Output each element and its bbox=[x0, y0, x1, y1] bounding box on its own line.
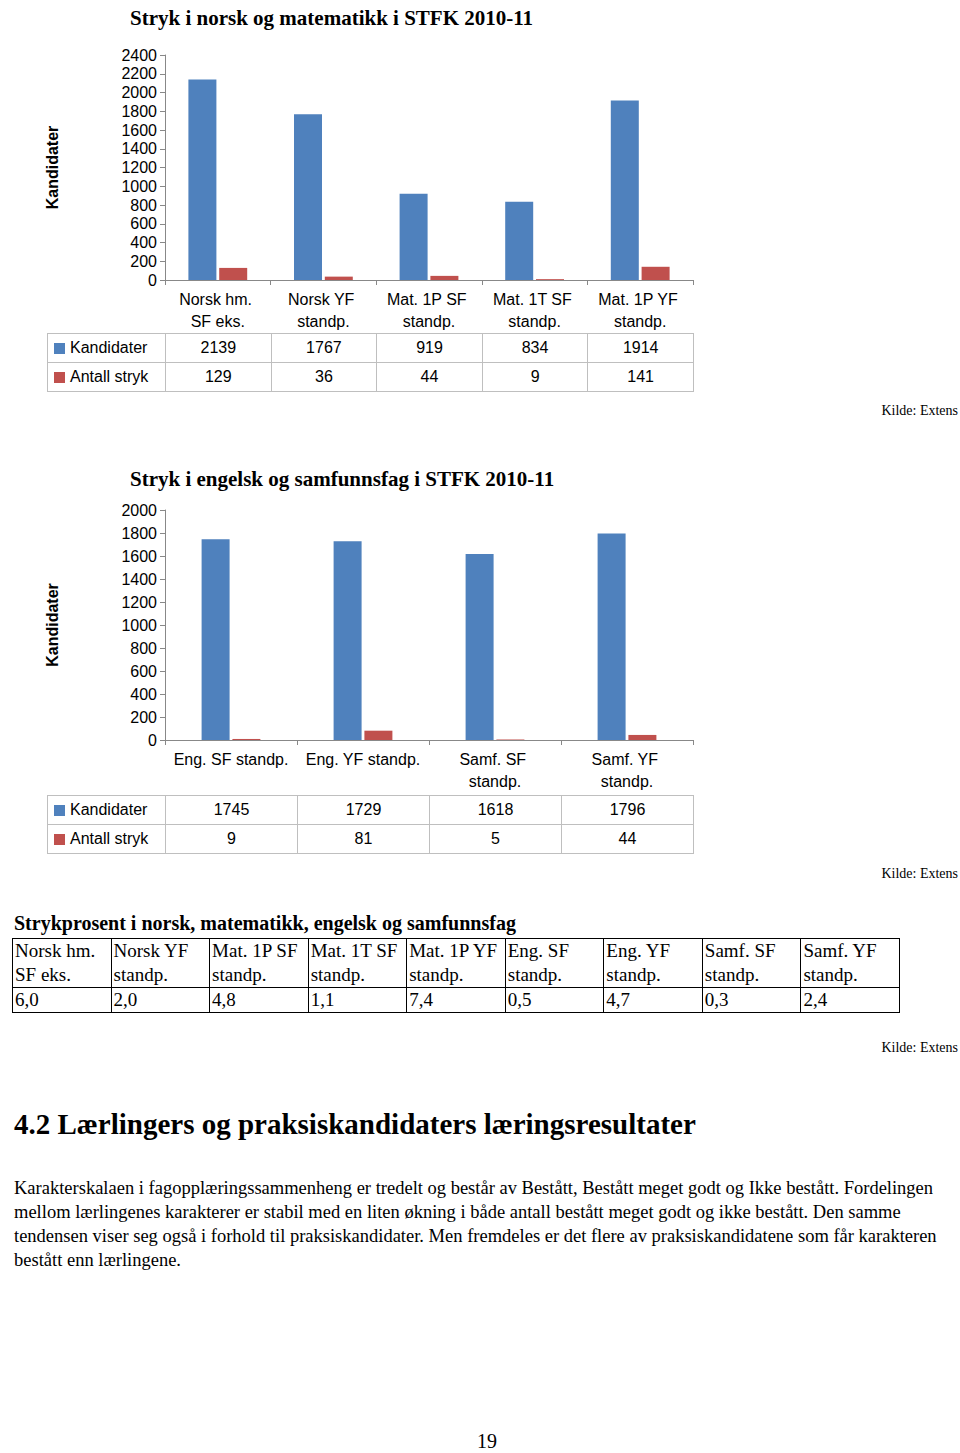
html-text:Strykprosent i norsk, matemati: Strykprosent i norsk, matematikk, engels… bbox=[14, 912, 516, 934]
html-text:Kilde: Extens: Kilde: Extens bbox=[881, 403, 958, 418]
html-text:834: 834 bbox=[521, 339, 549, 356]
html-text:1,1: 1,1 bbox=[310, 989, 335, 1010]
html-text:2,4: 2,4 bbox=[803, 989, 828, 1010]
svg-text:1600: 1600 bbox=[121, 548, 157, 565]
svg-text:Norsk YF: Norsk YF bbox=[288, 291, 359, 308]
svg-text:200: 200 bbox=[130, 253, 157, 270]
svg-text:Stryk i norsk og matematikk i: Stryk i norsk og matematikk i STFK 2010-… bbox=[130, 6, 533, 30]
svg-text:Kandidater: Kandidater bbox=[44, 126, 61, 210]
svg-text:standp.: standp. bbox=[614, 313, 666, 330]
html-text:1729: 1729 bbox=[345, 801, 382, 818]
html-text:Norsk hm. SF eks.: Norsk hm. SF eks. bbox=[15, 940, 96, 985]
svg-text:200: 200 bbox=[130, 709, 157, 726]
html-text:19: 19 bbox=[477, 1430, 497, 1452]
html-text:7,4: 7,4 bbox=[409, 989, 433, 1010]
svg-text:1200: 1200 bbox=[121, 594, 157, 611]
svg-text:800: 800 bbox=[130, 197, 157, 214]
html-text:1914: 1914 bbox=[622, 339, 659, 356]
html-text:44: 44 bbox=[420, 368, 439, 385]
html-text:Eng. SF standp.: Eng. SF standp. bbox=[507, 940, 569, 985]
svg-text:standp.: standp. bbox=[403, 313, 455, 330]
html-text:Mat. 1P SF standp.: Mat. 1P SF standp. bbox=[212, 940, 298, 985]
svg-text:SF eks.: SF eks. bbox=[191, 313, 245, 330]
svg-text:Norsk hm.: Norsk hm. bbox=[179, 291, 256, 308]
html-text:Samf. SF standp.: Samf. SF standp. bbox=[704, 940, 776, 985]
svg-text:standp.: standp. bbox=[508, 313, 560, 330]
svg-text:1400: 1400 bbox=[121, 140, 157, 157]
html-text:44: 44 bbox=[618, 830, 637, 847]
html-text:Mat. 1P YF standp.: Mat. 1P YF standp. bbox=[409, 940, 497, 985]
html-text:4,7: 4,7 bbox=[606, 989, 630, 1010]
html-text:Kandidater: Kandidater bbox=[70, 339, 148, 356]
svg-text:1200: 1200 bbox=[121, 159, 157, 176]
html-text:Norsk YF standp.: Norsk YF standp. bbox=[113, 940, 189, 985]
svg-text:600: 600 bbox=[130, 215, 157, 232]
svg-text:1000: 1000 bbox=[121, 617, 157, 634]
html-text:Eng. YF standp.: Eng. YF standp. bbox=[606, 940, 670, 985]
svg-text:Mat. 1P SF: Mat. 1P SF bbox=[387, 291, 471, 308]
svg-text:2200: 2200 bbox=[121, 65, 157, 82]
html-text:141: 141 bbox=[627, 368, 654, 385]
html-text:4.2 Lærlingers og praksiskandi: 4.2 Lærlingers og praksiskandidaters lær… bbox=[14, 1108, 696, 1140]
svg-text:1400: 1400 bbox=[121, 571, 157, 588]
html-text:0,5: 0,5 bbox=[507, 989, 532, 1010]
svg-text:Samf. YF: Samf. YF bbox=[592, 751, 663, 768]
html-text:36: 36 bbox=[315, 368, 333, 385]
svg-text:2400: 2400 bbox=[121, 47, 157, 64]
html-text:Kilde: Extens: Kilde: Extens bbox=[881, 866, 958, 881]
svg-text:Samf. SF: Samf. SF bbox=[459, 751, 530, 768]
svg-text:standp.: standp. bbox=[601, 773, 653, 790]
html-text:Antall stryk: Antall stryk bbox=[70, 830, 149, 847]
html-text:129: 129 bbox=[204, 368, 232, 385]
svg-text:600: 600 bbox=[130, 663, 157, 680]
svg-text:Mat. 1T SF: Mat. 1T SF bbox=[493, 291, 576, 308]
html-text:Mat. 1T SF standp.: Mat. 1T SF standp. bbox=[310, 940, 398, 985]
html-text:Kilde: Extens: Kilde: Extens bbox=[881, 1040, 958, 1055]
svg-text:1600: 1600 bbox=[121, 122, 157, 139]
html-text:1796: 1796 bbox=[609, 801, 646, 818]
html-text:1618: 1618 bbox=[477, 801, 514, 818]
html-text:2,0: 2,0 bbox=[113, 989, 138, 1010]
svg-text:400: 400 bbox=[130, 234, 157, 251]
html-text:9: 9 bbox=[227, 830, 236, 847]
html-text:1745: 1745 bbox=[213, 801, 250, 818]
svg-text:2000: 2000 bbox=[121, 84, 157, 101]
svg-text:1000: 1000 bbox=[121, 178, 157, 195]
html-text:2139: 2139 bbox=[200, 339, 237, 356]
svg-text:800: 800 bbox=[130, 640, 157, 657]
svg-text:standp.: standp. bbox=[297, 313, 349, 330]
svg-text:Eng. YF standp.: Eng. YF standp. bbox=[306, 751, 420, 768]
html-text:919: 919 bbox=[416, 339, 443, 356]
html-text:81: 81 bbox=[354, 830, 373, 847]
svg-text:2000: 2000 bbox=[121, 502, 157, 519]
svg-text:1800: 1800 bbox=[121, 103, 157, 120]
html-text:4,8: 4,8 bbox=[212, 989, 236, 1010]
svg-text:400: 400 bbox=[130, 686, 157, 703]
svg-text:0: 0 bbox=[148, 732, 157, 749]
svg-text:Eng. SF standp.: Eng. SF standp. bbox=[174, 751, 289, 768]
html-text:Samf. YF standp.: Samf. YF standp. bbox=[803, 940, 877, 985]
svg-text:Mat. 1P YF: Mat. 1P YF bbox=[598, 291, 682, 308]
svg-text:Stryk i engelsk og samfunnsfag: Stryk i engelsk og samfunnsfag i STFK 20… bbox=[130, 467, 554, 491]
html-text:6,0: 6,0 bbox=[15, 989, 39, 1010]
html-text:0,3: 0,3 bbox=[704, 989, 729, 1010]
html-text:9: 9 bbox=[530, 368, 540, 385]
html-text:Karakterskalaen i fagopplæring: Karakterskalaen i fagopplæringssammenhen… bbox=[14, 1178, 937, 1270]
html-text:Antall stryk: Antall stryk bbox=[70, 368, 149, 385]
svg-text:0: 0 bbox=[148, 272, 157, 289]
svg-text:1800: 1800 bbox=[121, 525, 157, 542]
html-text:5: 5 bbox=[491, 830, 500, 847]
html-text:Kandidater: Kandidater bbox=[70, 801, 148, 818]
html-text:1767: 1767 bbox=[306, 339, 342, 356]
svg-text:standp.: standp. bbox=[469, 773, 521, 790]
svg-text:Kandidater: Kandidater bbox=[44, 583, 61, 667]
